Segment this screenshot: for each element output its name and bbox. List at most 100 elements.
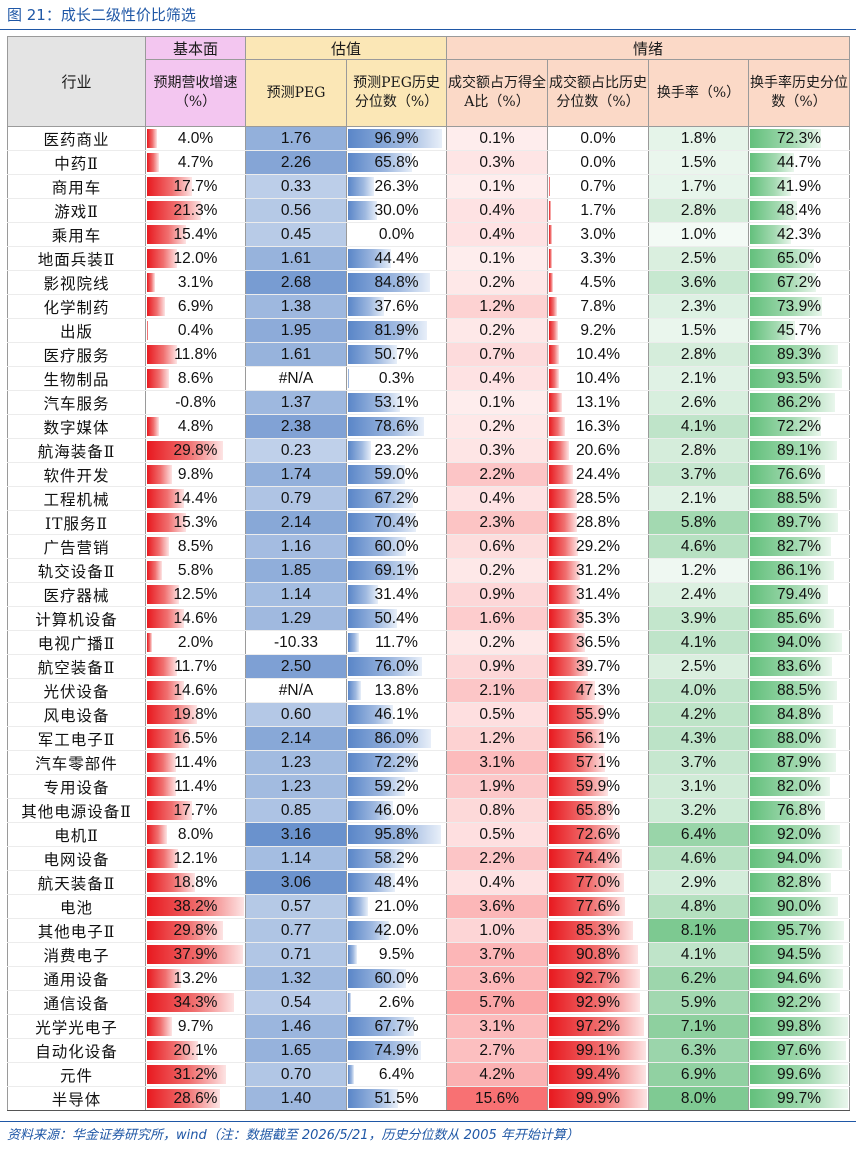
turnover-share-percentile-bar [549,537,578,556]
turnover-share-percentile-value: 7.8% [580,297,616,315]
growth-cell: 9.7% [145,1014,246,1039]
peg-value: 1.95 [280,321,312,339]
industry-cell: 生物制品 [7,366,146,391]
table-row: 通信设备 34.3% 0.54 2.6% 5.7% 92.9% 5.9% 92.2% [7,990,851,1015]
turnover-share-percentile-bar [549,249,553,268]
turnover-rate-percentile-bar [750,897,839,916]
turnover-share-percentile-cell: 24.4% [547,462,650,487]
turnover-rate-value: 4.6% [680,849,717,867]
industry-cell: 电池 [7,894,146,919]
peg-percentile-cell: 70.4% [346,510,448,535]
peg-percentile-cell: 9.5% [346,942,448,967]
turnover-share-value: 3.6% [479,897,515,915]
turnover-rate-cell: 7.1% [648,1014,750,1039]
growth-bar [147,681,185,700]
peg-percentile-cell: 6.4% [346,1062,448,1087]
turnover-share-value: 5.7% [479,993,515,1011]
turnover-rate-percentile-bar [750,321,795,340]
turnover-rate-percentile-cell: 72.2% [748,414,851,439]
growth-cell: 37.9% [145,942,246,967]
turnover-share-value: 1.2% [479,297,515,315]
turnover-share-value: 1.6% [479,609,515,627]
peg-percentile-cell: 72.2% [346,750,448,775]
header-turnover-rate: 换手率（%） [648,59,750,127]
turnover-rate-percentile-bar [750,777,831,796]
turnover-share-percentile-bar [549,801,614,820]
table-body: 医药商业 4.0% 1.76 96.9% 0.1% 0.0% 1.8% 72.3% 中药Ⅱ 4.7… [7,126,851,1111]
peg-value: 0.45 [280,225,312,243]
growth-cell: 11.4% [145,774,246,799]
turnover-rate-cell: 5.8% [648,510,750,535]
turnover-rate-value: 4.0% [680,681,717,699]
turnover-share-cell: 0.4% [446,198,549,223]
turnover-share-percentile-cell: 92.9% [547,990,650,1015]
peg-percentile-bar [348,849,405,868]
turnover-rate-value: 7.1% [680,1017,717,1035]
industry-cell: 电视广播Ⅱ [7,630,146,655]
table-row: 化学制药 6.9% 1.38 37.6% 1.2% 7.8% 2.3% 73.9% [7,294,851,319]
turnover-share-cell: 0.4% [446,366,549,391]
peg-value: #N/A [278,369,314,387]
growth-cell: 34.3% [145,990,246,1015]
turnover-rate-value: 3.6% [680,273,717,291]
peg-cell: 0.71 [245,942,347,967]
turnover-share-percentile-value: 9.2% [580,321,616,339]
turnover-rate-percentile-bar [750,633,843,652]
growth-value: 17.7% [173,801,218,819]
peg-percentile-value: 72.2% [374,753,419,771]
growth-value: 11.8% [174,345,217,363]
turnover-share-percentile-value: 4.5% [580,273,616,291]
growth-bar [147,513,186,532]
industry-cell: 航天装备Ⅱ [7,870,146,895]
turnover-share-value: 0.3% [479,441,515,459]
peg-percentile-bar [348,969,407,988]
table-row: 数字媒体 4.8% 2.38 78.6% 0.2% 16.3% 4.1% 72.2% [7,414,851,439]
peg-percentile-bar [348,1089,398,1108]
table-row: 自动化设备 20.1% 1.65 74.9% 2.7% 99.1% 6.3% 97.6% [7,1038,851,1063]
turnover-rate-percentile-cell: 45.7% [748,318,851,343]
turnover-share-percentile-value: 72.6% [576,825,620,843]
turnover-rate-percentile-value: 88.5% [777,681,821,699]
peg-value: 0.85 [280,801,312,819]
turnover-share-percentile-bar [549,1041,647,1060]
peg-percentile-bar [348,537,407,556]
growth-cell: 19.8% [145,702,246,727]
turnover-share-cell: 5.7% [446,990,549,1015]
peg-cell: 2.14 [245,726,347,751]
growth-value: 31.2% [173,1065,218,1083]
growth-value: 4.0% [177,129,214,147]
turnover-share-percentile-value: 10.4% [576,369,620,387]
growth-cell: 8.6% [145,366,246,391]
turnover-rate-percentile-cell: 99.6% [748,1062,851,1087]
growth-cell: 3.1% [145,270,246,295]
peg-cell: 1.76 [245,126,347,151]
growth-bar [147,321,149,340]
industry-cell: 航海装备Ⅱ [7,438,146,463]
table-row: 电池 38.2% 0.57 21.0% 3.6% 77.6% 4.8% 90.0% [7,894,851,919]
turnover-rate-percentile-bar [750,417,821,436]
turnover-share-value: 15.6% [475,1089,519,1107]
turnover-rate-cell: 8.1% [648,918,750,943]
growth-cell: 38.2% [145,894,246,919]
turnover-share-value: 0.4% [479,489,515,507]
turnover-share-percentile-value: 77.6% [576,897,620,915]
growth-cell: 15.4% [145,222,246,247]
table-row: 影视院线 3.1% 2.68 84.8% 0.2% 4.5% 3.6% 67.2% [7,270,851,295]
turnover-share-percentile-cell: 97.2% [547,1014,650,1039]
peg-percentile-value: 42.0% [374,921,419,939]
peg-cell: 1.46 [245,1014,347,1039]
peg-cell: 2.50 [245,654,347,679]
industry-cell: 医疗服务 [7,342,146,367]
turnover-share-cell: 0.2% [446,630,549,655]
industry-cell: 化学制药 [7,294,146,319]
turnover-rate-percentile-bar [750,465,826,484]
turnover-share-cell: 0.4% [446,222,549,247]
growth-bar [147,969,181,988]
peg-value: 1.61 [280,345,312,363]
industry-cell: 自动化设备 [7,1038,146,1063]
peg-percentile-bar [348,297,385,316]
turnover-rate-percentile-cell: 93.5% [748,366,851,391]
turnover-share-percentile-bar [549,1065,647,1084]
turnover-rate-percentile-cell: 86.2% [748,390,851,415]
peg-percentile-value: 21.0% [374,897,419,915]
